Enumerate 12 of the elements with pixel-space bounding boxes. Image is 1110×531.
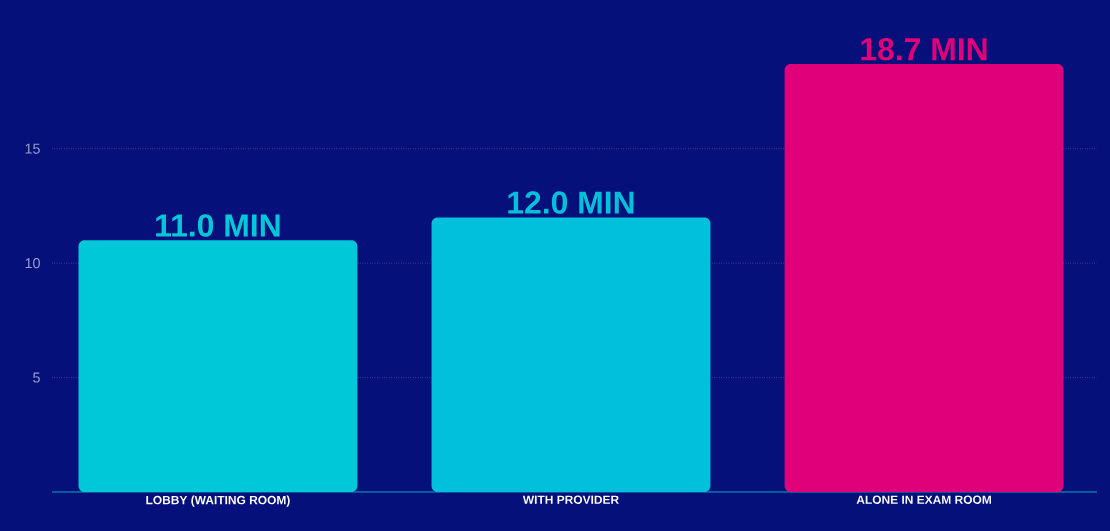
- x-tick-label: WITH PROVIDER: [522, 495, 619, 504]
- data-label: 12.0 MIN: [508, 191, 634, 214]
- data-label: 18.7 MIN: [861, 37, 987, 61]
- x-tick-label: ALONE IN EXAM ROOM: [856, 495, 991, 504]
- bar: [784, 64, 1064, 492]
- y-tick-label: 10: [25, 258, 40, 269]
- bar: [78, 240, 358, 492]
- data-label: 11.0 MIN: [156, 214, 280, 237]
- x-tick-label: LOBBY (WAITING ROOM): [146, 495, 290, 507]
- bar: [431, 217, 711, 492]
- y-tick-label: 5: [33, 372, 40, 383]
- y-tick-label: 15: [25, 143, 40, 154]
